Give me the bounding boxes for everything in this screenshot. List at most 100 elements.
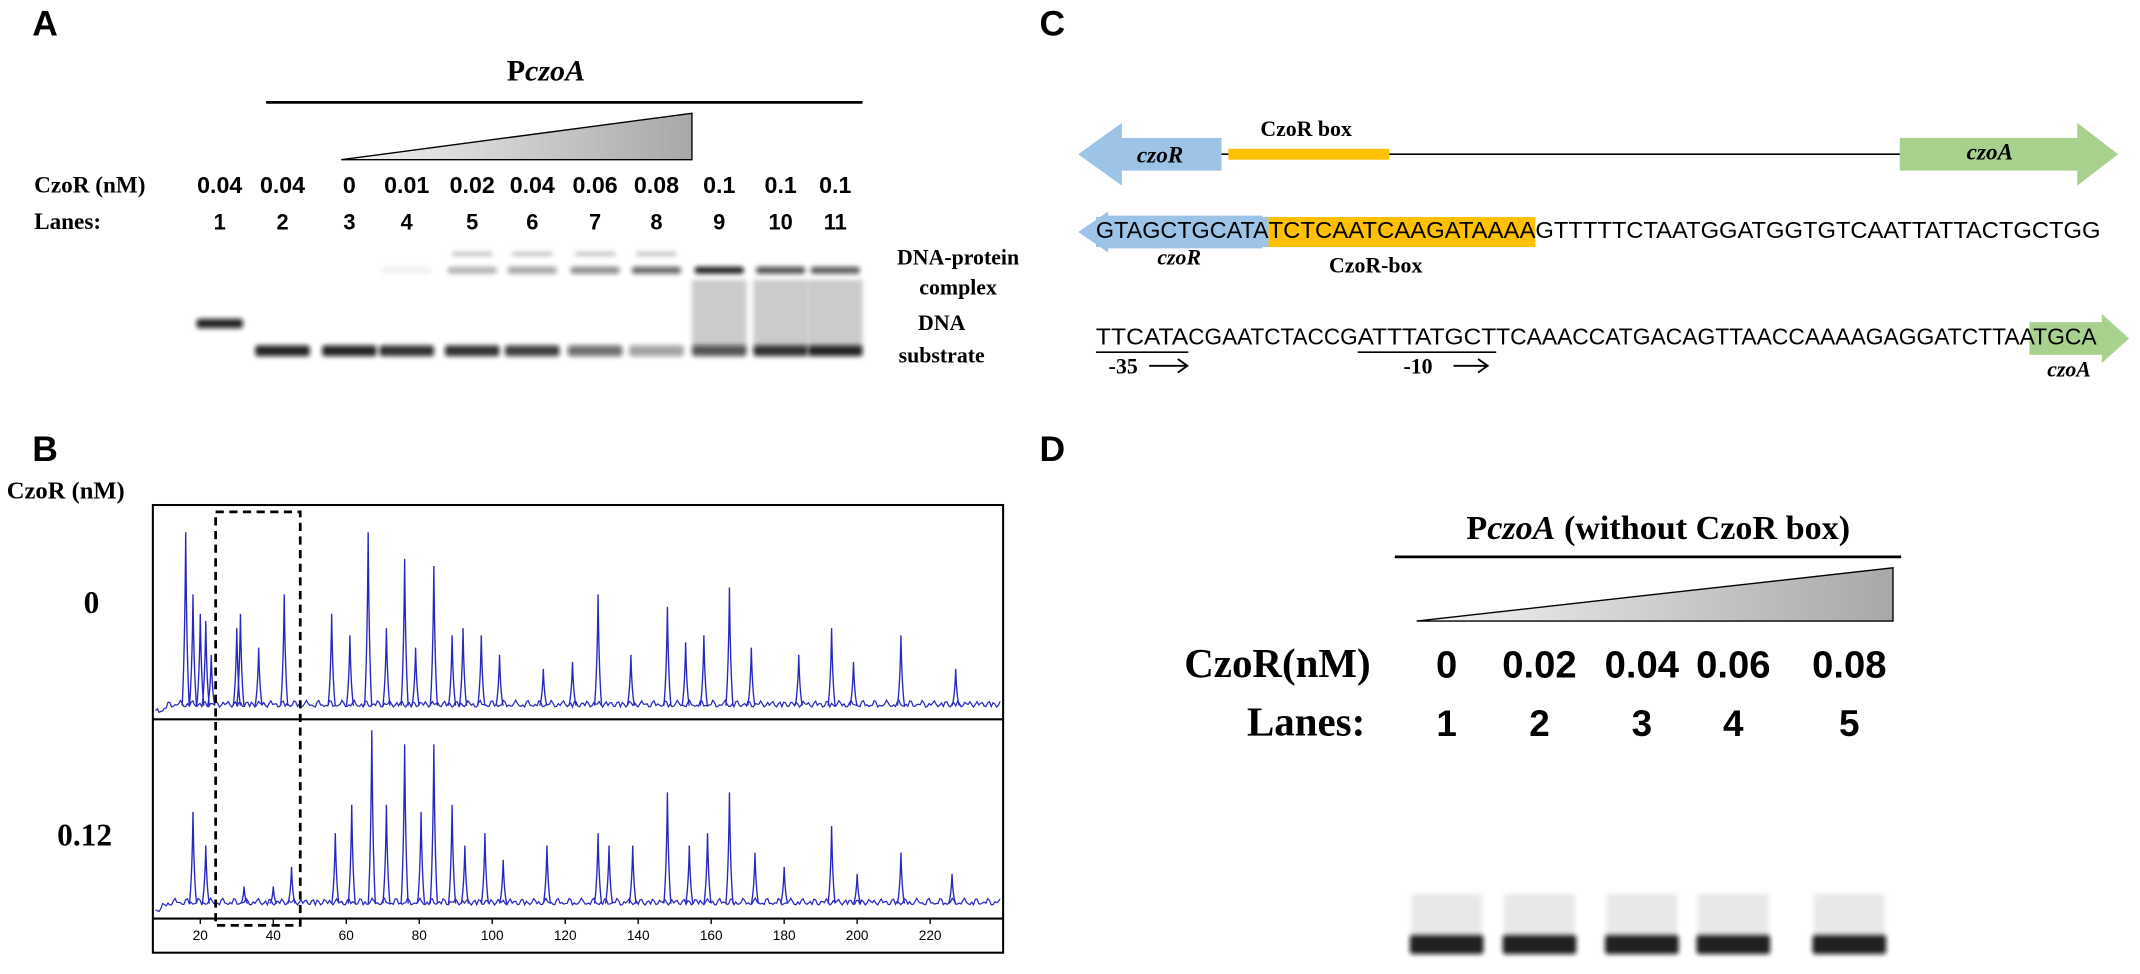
lane-number: 1 — [1436, 703, 1456, 744]
trace-peak — [400, 744, 409, 904]
trace-peak — [477, 635, 486, 706]
trace-peak — [447, 804, 457, 904]
trace-peak — [896, 635, 906, 706]
gel-smear — [691, 279, 747, 349]
gradient-triangle — [341, 112, 693, 161]
lane-number: 8 — [650, 210, 662, 235]
seq-segment: TCTCAATCAAGATAAAA — [1269, 217, 1536, 243]
x-tick-label: 20 — [193, 928, 209, 943]
trace-peak — [327, 613, 336, 706]
gene-label: czoA — [1967, 140, 2013, 166]
trace-peak — [382, 628, 391, 706]
trace-peak — [416, 811, 426, 904]
seq-segment: ATGCA — [2020, 324, 2097, 350]
trace-peak — [663, 792, 672, 904]
seq-segment: CGAATCTACCG — [1188, 324, 1357, 350]
czoR-box — [1228, 148, 1390, 160]
trace-peak — [280, 594, 289, 706]
construct-label: PczoA (without CzoR box) — [1466, 510, 1850, 547]
trace-peak — [201, 845, 210, 904]
trace-peak — [287, 866, 296, 904]
trace-peak — [725, 792, 734, 904]
trace-peak — [411, 647, 420, 706]
trace-peak — [196, 613, 205, 706]
trace-peak — [363, 532, 373, 706]
panel-letter: C — [1039, 3, 1065, 43]
czoA-arrow — [1899, 122, 2119, 186]
highlight-box — [214, 510, 302, 927]
trace-peak — [240, 886, 249, 905]
construct-gene: czoA — [1487, 510, 1555, 547]
gel-band — [631, 266, 682, 274]
band-label: DNA — [918, 311, 966, 335]
trace-peak — [849, 661, 858, 706]
trace-label: 0 — [84, 585, 100, 620]
lane-number: 9 — [713, 210, 725, 235]
trace-peak — [947, 873, 957, 904]
concentration: 0.02 — [450, 172, 495, 198]
trace-peak — [593, 594, 603, 706]
trace-peak — [367, 730, 377, 904]
gel-band — [1812, 934, 1887, 955]
gel-band — [570, 266, 620, 274]
conc-label: CzoR(nM) — [1184, 641, 1370, 686]
lane-number: 5 — [1839, 703, 1859, 744]
x-tick-label: 40 — [266, 928, 282, 943]
promoter-arrow — [1149, 358, 1190, 374]
seq-label: czoR — [1157, 245, 1201, 269]
seq-segment: TTCATA — [1096, 324, 1189, 350]
sequence: TTCATACGAATCTACCGATTTATGCTTCAAACCATGACAG… — [1096, 324, 2097, 350]
trace-peak — [827, 826, 836, 904]
x-tick-label: 220 — [919, 928, 942, 943]
trace-peak — [747, 647, 756, 706]
concentration: 0.08 — [1812, 644, 1886, 687]
trace-peak — [382, 804, 391, 904]
trace-peak — [750, 852, 760, 904]
gel-smear — [807, 279, 863, 349]
lane-number: 3 — [343, 210, 355, 235]
gel-band — [753, 345, 808, 357]
gel-band — [507, 266, 557, 274]
trace-peak — [699, 635, 709, 706]
lane-number: 4 — [1723, 703, 1744, 744]
band-label: complex — [919, 275, 997, 299]
trace-peak — [681, 642, 690, 706]
seq-label: CzoR-box — [1329, 254, 1422, 278]
conc-label: CzoR (nM) — [34, 172, 145, 198]
gel-band — [255, 345, 310, 357]
x-tick-label: 100 — [481, 928, 504, 943]
seq-segment: TCAAACCATGACAGTTAACCAAAAGAGGATCTTA — [1496, 324, 2020, 350]
trace-peak — [495, 654, 504, 706]
gel-band — [810, 266, 860, 274]
trace-peak — [269, 886, 278, 905]
construct-suffix: (without CzoR box) — [1555, 510, 1850, 547]
trace-peak — [400, 558, 409, 706]
construct-gene: czoA — [525, 55, 585, 88]
trace-peak — [568, 661, 577, 706]
concentration: 0.01 — [384, 172, 429, 198]
trace-peak — [896, 852, 906, 904]
trace-peak — [188, 811, 198, 904]
trace-peak — [236, 613, 245, 706]
x-tick-label: 160 — [700, 928, 723, 943]
concentration: 0.06 — [572, 172, 617, 198]
gel-band — [511, 251, 553, 256]
gene-label: czoR — [1137, 142, 1183, 168]
gel-band — [1409, 934, 1484, 955]
conc-label: CzoR (nM) — [7, 477, 125, 504]
trace-peak — [347, 804, 356, 904]
x-tick-label: 180 — [773, 928, 796, 943]
concentration: 0 — [343, 172, 356, 198]
lanes-label: Lanes: — [34, 209, 101, 235]
trace-peak — [429, 566, 439, 706]
gel-band — [382, 266, 432, 274]
trace-peak — [480, 833, 490, 904]
panel-letter: D — [1039, 429, 1065, 469]
gel-band — [694, 266, 744, 274]
x-tick-label: 60 — [339, 928, 355, 943]
concentration: 0.08 — [634, 172, 679, 198]
trace-peak — [626, 654, 636, 706]
trace-peak — [628, 845, 637, 904]
lane-number: 2 — [276, 210, 288, 235]
x-tick-label: 120 — [554, 928, 577, 943]
